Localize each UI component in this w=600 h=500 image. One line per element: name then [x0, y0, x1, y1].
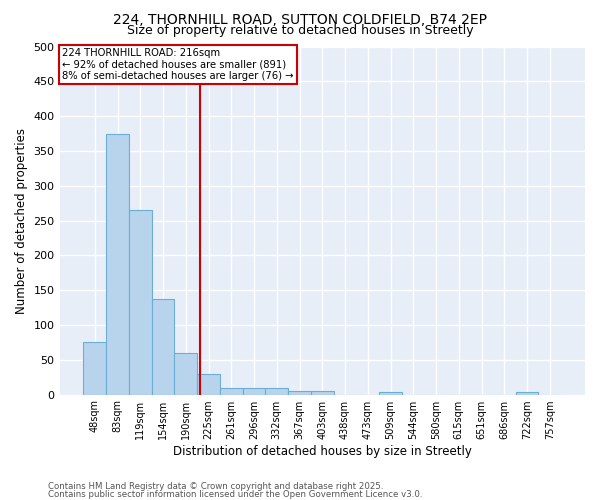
Text: Size of property relative to detached houses in Streetly: Size of property relative to detached ho… — [127, 24, 473, 37]
Text: Contains HM Land Registry data © Crown copyright and database right 2025.: Contains HM Land Registry data © Crown c… — [48, 482, 383, 491]
Bar — [83, 342, 106, 394]
Bar — [242, 388, 265, 394]
Y-axis label: Number of detached properties: Number of detached properties — [15, 128, 28, 314]
Bar — [175, 353, 197, 395]
Text: 224, THORNHILL ROAD, SUTTON COLDFIELD, B74 2EP: 224, THORNHILL ROAD, SUTTON COLDFIELD, B… — [113, 12, 487, 26]
Bar — [220, 388, 242, 394]
Bar — [379, 392, 402, 394]
X-axis label: Distribution of detached houses by size in Streetly: Distribution of detached houses by size … — [173, 444, 472, 458]
Bar — [152, 299, 175, 394]
Bar — [197, 374, 220, 394]
Bar — [311, 391, 334, 394]
Text: Contains public sector information licensed under the Open Government Licence v3: Contains public sector information licen… — [48, 490, 422, 499]
Bar — [265, 388, 288, 394]
Bar — [106, 134, 129, 394]
Text: 224 THORNHILL ROAD: 216sqm
← 92% of detached houses are smaller (891)
8% of semi: 224 THORNHILL ROAD: 216sqm ← 92% of deta… — [62, 48, 293, 82]
Bar — [288, 391, 311, 394]
Bar — [129, 210, 152, 394]
Bar — [515, 392, 538, 394]
